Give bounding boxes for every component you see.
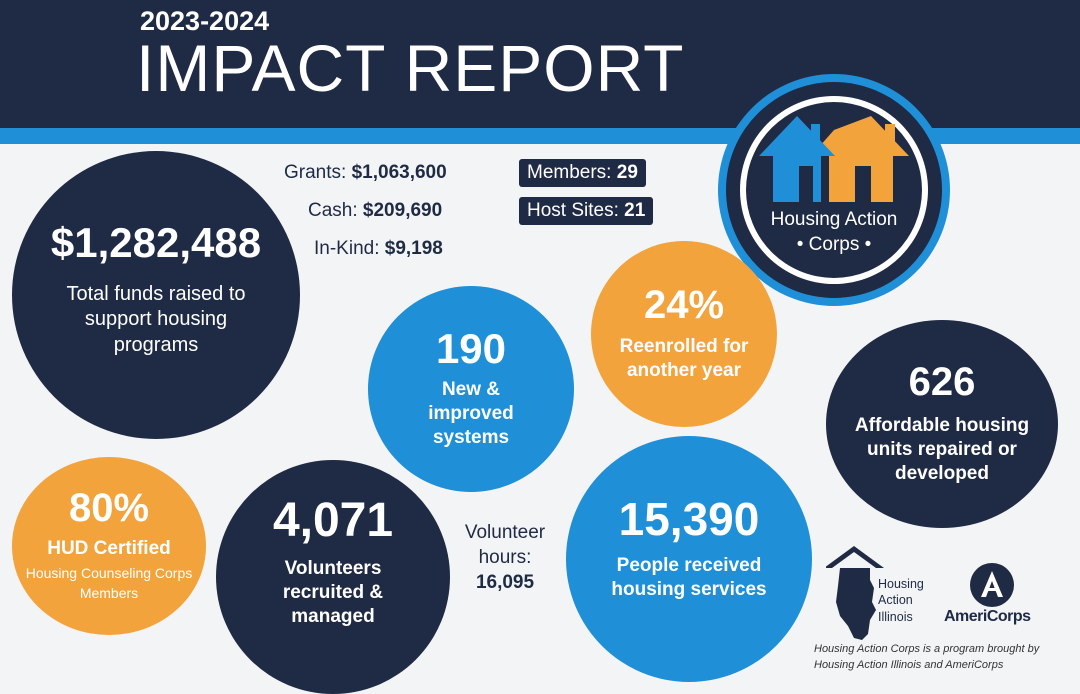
reenrolled-label: Reenrolled for another year: [619, 335, 749, 381]
grants-value: $1,063,600: [351, 162, 447, 183]
host-sites-label: Host Sites:: [527, 200, 619, 221]
host-sites-value: 21: [624, 200, 646, 221]
grants-label: Grants:: [284, 162, 347, 183]
americorps-name: AmeriCorps: [944, 608, 1031, 625]
people-served-value: 15,390: [618, 492, 760, 545]
volunteers-value: 4,071: [272, 493, 394, 547]
systems-circle: 190 New & improved systems: [368, 286, 574, 492]
hud-certified-label: HUD Certified: [47, 538, 171, 560]
cash-value: $209,690: [362, 200, 443, 221]
inkind-line: In-Kind: $9,198: [314, 238, 443, 260]
logo-title: Housing Action: [770, 209, 898, 230]
volunteers-label: Volunteers recruited & managed: [282, 557, 384, 628]
hud-certified-value: 80%: [68, 486, 150, 531]
volunteers-circle: 4,071 Volunteers recruited & managed: [216, 460, 450, 694]
logo-subtitle: • Corps •: [796, 233, 872, 255]
members-tag: Members: 29: [519, 159, 646, 187]
hud-certified-sublabel: Housing Counseling Corps Members: [25, 565, 193, 601]
people-served-circle: 15,390 People received housing services: [566, 436, 812, 682]
total-funds-value: $1,282,488: [50, 218, 262, 266]
cash-line: Cash: $209,690: [308, 200, 442, 222]
volunteer-hours-value: 16,095: [475, 572, 535, 594]
volunteer-hours-label: Volunteer hours:: [464, 522, 546, 569]
inkind-label: In-Kind:: [314, 238, 380, 259]
inkind-value: $9,198: [384, 238, 443, 259]
systems-value: 190: [435, 324, 507, 372]
members-value: 29: [616, 162, 638, 183]
cash-label: Cash:: [308, 200, 358, 221]
reenrolled-circle: 24% Reenrolled for another year: [591, 241, 777, 427]
house-logo-icon: [759, 116, 909, 202]
host-sites-tag: Host Sites: 21: [519, 197, 654, 225]
people-served-label: People received housing services: [611, 554, 767, 600]
report-year: 2023-2024: [140, 6, 270, 36]
housing-units-circle: 626 Affordable housing units repaired or…: [826, 320, 1058, 528]
housing-action-illinois-text: Housing Action Illinois: [878, 576, 924, 625]
illinois-house-icon: [826, 546, 884, 640]
grants-line: Grants: $1,063,600: [284, 162, 447, 184]
hud-certified-circle: 80% HUD Certified Housing Counseling Cor…: [12, 457, 206, 635]
ila-line-1: Housing: [878, 577, 924, 591]
program-footnote: Housing Action Corps is a program brough…: [814, 643, 1040, 671]
total-funds-label: Total funds raised to support housing pr…: [66, 282, 246, 356]
ila-line-3: Illinois: [878, 609, 913, 624]
total-funds-circle: $1,282,488 Total funds raised to support…: [12, 151, 300, 439]
housing-units-value: 626: [908, 359, 976, 404]
americorps-icon: [970, 563, 1014, 607]
systems-label: New & improved systems: [428, 378, 514, 449]
housing-action-corps-logo: Housing Action • Corps •: [718, 74, 950, 306]
members-label: Members:: [527, 162, 612, 183]
volunteer-hours: Volunteer hours: 16,095: [446, 520, 564, 595]
reenrolled-value: 24%: [643, 282, 725, 327]
report-title: IMPACT REPORT: [136, 31, 685, 105]
housing-units-label: Affordable housing units repaired or dev…: [854, 414, 1030, 485]
ila-line-2: Action: [878, 593, 913, 608]
